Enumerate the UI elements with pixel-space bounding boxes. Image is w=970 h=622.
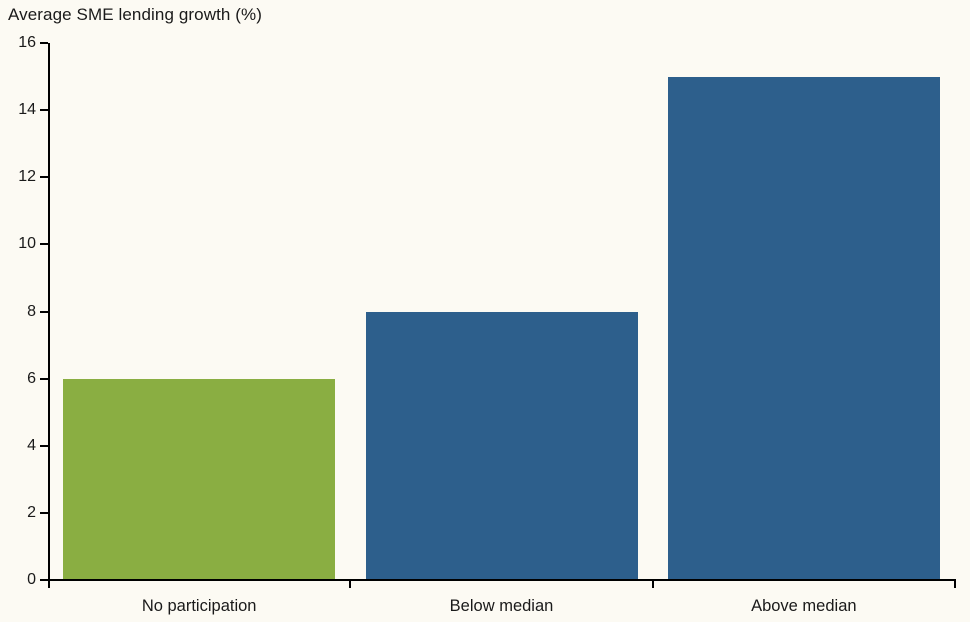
y-axis-tick [40,579,48,581]
bar-below-median [365,311,638,580]
x-axis-line [48,579,956,581]
y-axis-tick [40,377,48,380]
y-tick-label: 14 [18,101,36,119]
x-axis-tick [349,580,352,588]
y-axis-tick [40,176,48,179]
x-axis-tick [651,580,654,588]
y-tick-label: 16 [18,34,36,51]
y-tick-label: 6 [27,369,36,387]
y-tick-label: 0 [27,571,36,588]
bar-no-participation [63,378,336,580]
y-tick-label: 2 [27,503,36,521]
x-category-label: Above median [751,597,857,615]
y-axis-tick [40,511,48,514]
x-axis-tick [954,580,956,588]
y-axis-tick [40,444,48,447]
y-axis-line [48,43,50,588]
y-axis-tick [40,310,48,313]
y-tick-label: 4 [27,436,36,454]
y-tick-label: 8 [27,302,36,320]
bar-above-median [667,76,940,580]
x-category-label: Below median [449,597,554,615]
y-tick-label: 12 [18,168,36,186]
y-tick-label: 10 [18,235,36,253]
chart-title: Average SME lending growth (%) [8,5,263,24]
y-axis-tick [40,243,48,246]
x-category-label: No participation [141,597,257,615]
y-axis-tick [40,109,48,112]
y-axis-tick [40,42,48,44]
